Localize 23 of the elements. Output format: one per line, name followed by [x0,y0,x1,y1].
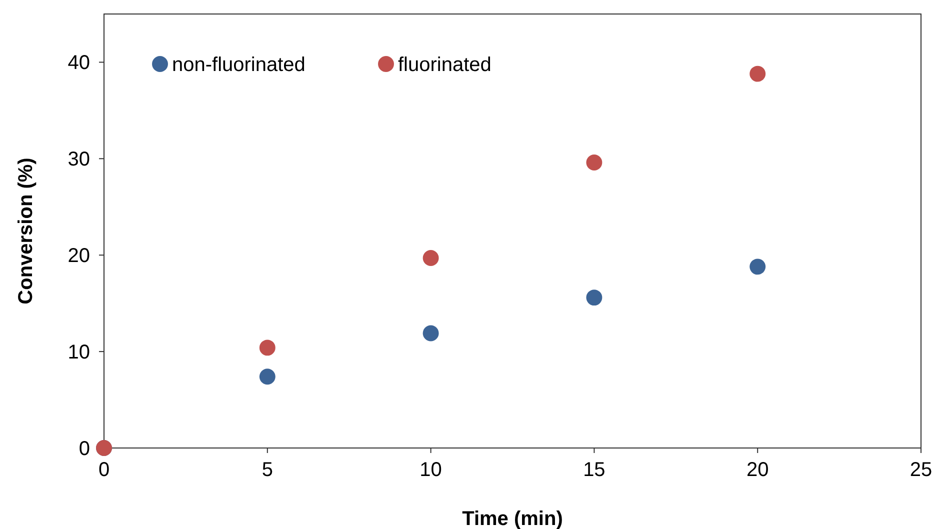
x-tick-label: 25 [910,459,932,481]
x-tick-label: 0 [98,459,110,481]
y-tick-label: 30 [68,148,90,171]
point [750,66,766,82]
point [586,290,602,306]
y-tick-label: 40 [68,52,90,74]
point [422,325,439,342]
point [586,154,602,170]
x-tick-label: 10 [420,459,442,481]
y-tick-label: 10 [68,342,90,364]
y-axis-title: Conversion (%) [15,158,37,304]
legend-label: non-fluorinated [172,54,306,76]
point [259,368,276,385]
x-axis-title: Time (min) [462,508,563,529]
point [422,250,439,266]
point [750,258,766,275]
legend-label: fluorinated [398,54,492,76]
x-tick-label: 5 [262,459,273,481]
point [259,340,276,356]
x-tick-label: 20 [746,459,769,481]
x-tick-label: 15 [583,459,606,481]
y-tick-label: 20 [68,245,90,268]
y-tick-label: 0 [78,438,90,460]
